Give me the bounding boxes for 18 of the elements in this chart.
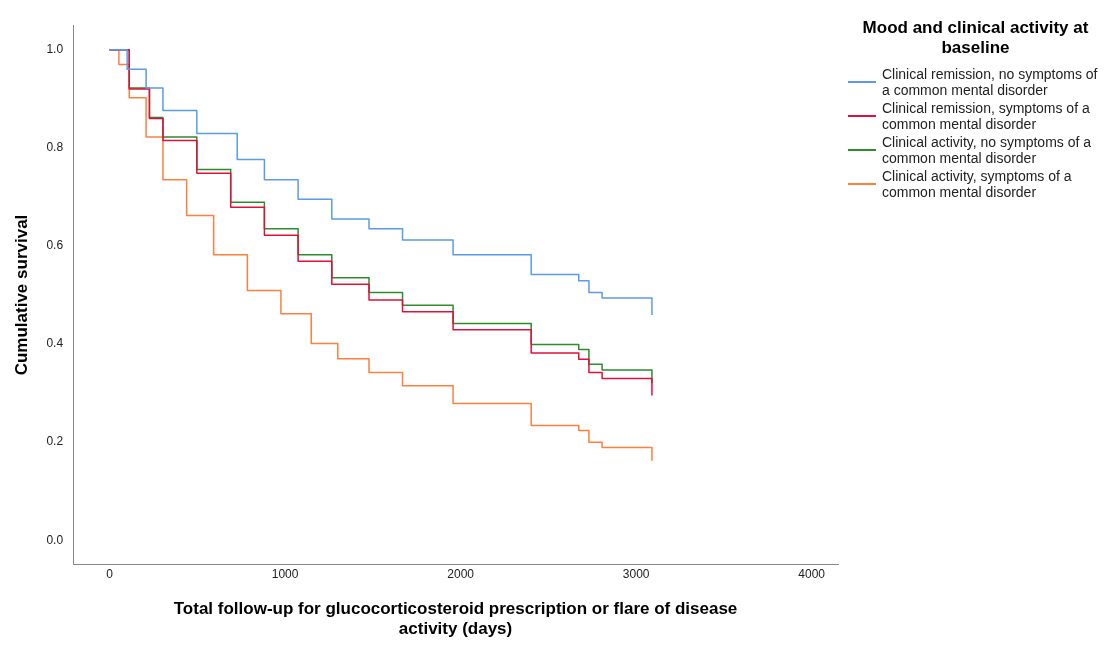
y-axis-title: Cumulative survival (11, 214, 31, 376)
legend-label: Clinical remission, no symptoms of a common mental disorder (882, 66, 1099, 98)
legend-label: Clinical activity, symptoms of a common mental disorder (882, 168, 1073, 200)
y-tick-label: 0.8 (46, 140, 64, 155)
legend-title: Mood and clinical activity at baseline (861, 18, 1090, 58)
legend-label: Clinical remission, symptoms of a common mental disorder (882, 100, 1091, 132)
y-tick-label: 0.2 (46, 434, 64, 449)
x-tick-label: 4000 (798, 567, 826, 582)
y-tick-label: 0.6 (46, 238, 64, 253)
x-axis-title: Total follow-up for glucocorticosteroid prescription or flare of disease activity (days) (173, 599, 738, 639)
y-tick-label: 0.4 (46, 336, 64, 351)
x-tick-label: 1000 (271, 567, 299, 582)
x-tick-label: 3000 (622, 567, 650, 582)
legend-label: Clinical activity, no symptoms of a common mental disorder (882, 134, 1093, 166)
y-tick-label: 1.0 (46, 42, 64, 57)
x-tick-label: 2000 (447, 567, 475, 582)
y-tick-label: 0.0 (46, 532, 64, 547)
x-tick-label: 0 (106, 567, 114, 582)
